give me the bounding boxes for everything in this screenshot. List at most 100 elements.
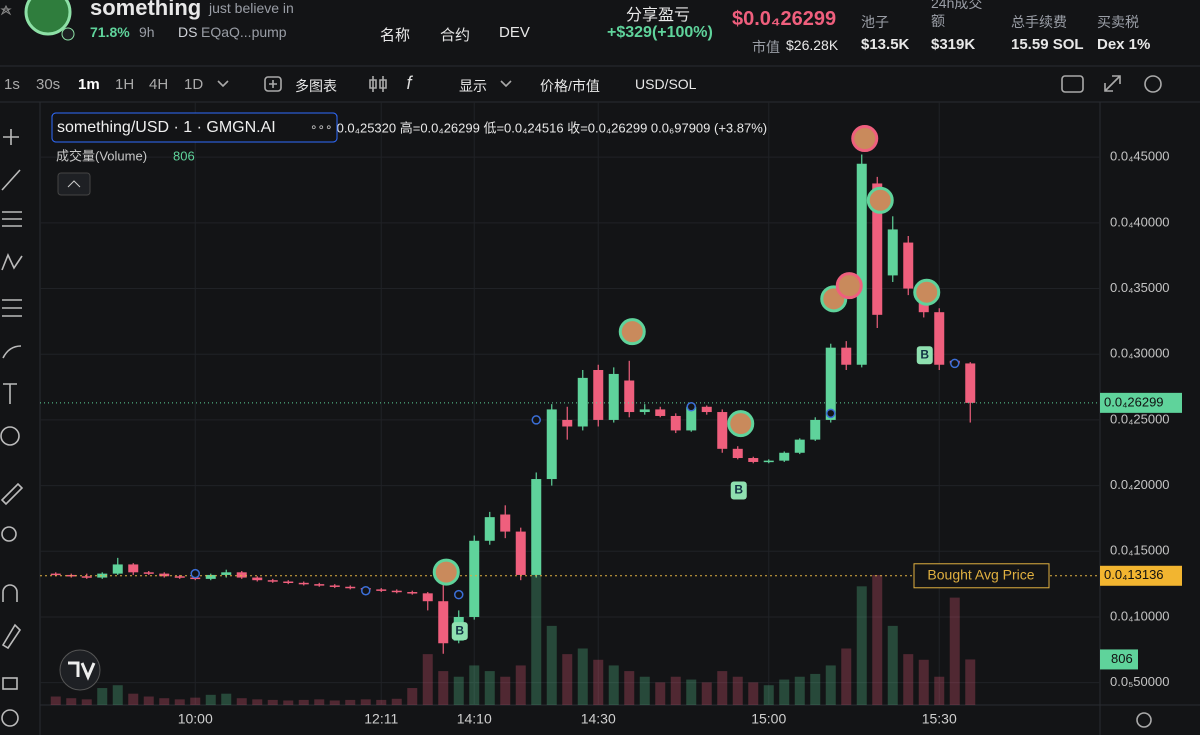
volume-bar [267, 699, 278, 705]
volume-bar [918, 659, 929, 705]
candle-body [872, 183, 883, 315]
text-tool[interactable] [3, 383, 17, 404]
y-tick-label: 0.0₄45000 [1110, 149, 1170, 164]
candle-body [965, 363, 976, 403]
more-icon[interactable]: ∘∘∘ [310, 120, 333, 134]
y-tick-label: 0.0₄20000 [1110, 477, 1170, 492]
volume-bar [128, 693, 139, 705]
link-dev[interactable]: DEV [499, 24, 530, 41]
x-tick-label: 15:00 [751, 711, 786, 727]
price-mcap[interactable]: 价格/市值 [540, 78, 600, 94]
volume-bar [190, 697, 201, 705]
volume-bar [50, 696, 61, 705]
candle-body [717, 412, 728, 449]
avatar[interactable] [24, 0, 72, 36]
bought-avg-tag [1100, 565, 1182, 586]
candle-body [841, 347, 852, 365]
settings-icon[interactable] [1144, 75, 1162, 93]
ds-tag[interactable]: DS [178, 24, 198, 40]
candle-body [763, 460, 774, 463]
interval[interactable]: 1D [184, 76, 204, 93]
volume-bar [329, 700, 340, 705]
volume-bar [546, 625, 557, 705]
trade-marker[interactable] [851, 125, 879, 153]
event-dot [950, 358, 960, 369]
interval[interactable]: 4H [149, 76, 169, 93]
projection-tool[interactable] [2, 299, 22, 317]
display[interactable]: 显示 [459, 78, 487, 94]
candle-body [112, 564, 123, 574]
x-tick-label: 14:30 [581, 711, 616, 727]
mcap-label: 市值 [752, 39, 780, 55]
volume-bar [298, 699, 309, 705]
address[interactable]: EQaQ...pump [201, 24, 287, 40]
trade-marker[interactable] [618, 318, 646, 346]
fullscreen-icon[interactable] [1104, 75, 1121, 92]
volume-bar [252, 699, 263, 705]
currency[interactable]: USD/SOL [635, 76, 697, 92]
candle-body [205, 574, 216, 579]
buy-marker[interactable] [730, 481, 747, 500]
tradingview-logo[interactable] [59, 649, 101, 691]
crosshair-tool[interactable] [3, 129, 19, 145]
link-contract[interactable]: 合约 [440, 27, 471, 44]
volume-bar [453, 676, 464, 705]
candle-body [252, 577, 263, 581]
snapshot-icon[interactable] [1061, 75, 1084, 93]
x-tick-label: 12:11 [364, 711, 398, 727]
share-pnl[interactable]: 分享盈亏 [626, 7, 691, 24]
volume-bar [825, 665, 836, 705]
trade-marker[interactable] [866, 186, 894, 214]
eye-tool[interactable] [1, 709, 19, 727]
volume-bar [841, 648, 852, 705]
symbol-box[interactable] [51, 112, 338, 143]
collapse-button[interactable] [57, 172, 91, 196]
ruler-tool[interactable] [0, 482, 24, 506]
volume-bar [97, 688, 108, 705]
axis-settings-icon[interactable] [1136, 712, 1152, 728]
indicator-icon[interactable]: f [406, 73, 413, 93]
lock-tool[interactable] [2, 677, 18, 690]
volume-label: 成交量(Volume) [56, 148, 147, 163]
brush-tool[interactable] [2, 345, 22, 359]
logo-mark [68, 661, 96, 681]
interval-active[interactable]: 1m [78, 76, 100, 93]
volume-bar [856, 586, 867, 705]
multi-chart-icon[interactable] [264, 76, 282, 92]
plus-icon[interactable] [269, 80, 277, 88]
toolbar-icons [217, 75, 1162, 728]
link-name[interactable]: 名称 [380, 27, 411, 44]
buy-marker[interactable] [451, 622, 468, 641]
pattern-tool[interactable] [1, 252, 23, 271]
magnet-tool[interactable] [2, 584, 18, 602]
pencil-tool[interactable] [1, 623, 22, 650]
plot: 10:00 12:11 14:10 14:30 15:00 15:30 0.0₄45000 0… [40, 102, 1182, 727]
interval[interactable]: 30s [36, 76, 61, 93]
volume-bar [236, 698, 247, 705]
volume-bar [376, 699, 387, 705]
interval[interactable]: 1s [4, 76, 20, 93]
buy-marker[interactable] [916, 346, 933, 365]
dropdown-icon[interactable] [217, 80, 512, 88]
trade-marker[interactable] [432, 558, 460, 586]
trade-marker[interactable] [913, 278, 941, 306]
trade-marker[interactable] [727, 410, 755, 438]
multi-chart[interactable]: 多图表 [295, 78, 337, 94]
buy-marker-label: B [734, 483, 743, 497]
volume-bar [763, 685, 774, 705]
volume-bar [360, 699, 371, 705]
line-tool[interactable] [1, 169, 21, 191]
trade-marker[interactable] [835, 272, 863, 300]
volume-bar [112, 685, 123, 705]
star-icon[interactable] [0, 4, 12, 16]
fib-tool[interactable] [2, 211, 22, 227]
candle-type-icon[interactable] [369, 76, 387, 92]
x-tick-label: 15:30 [922, 711, 957, 727]
y-tick-label: 0.0₅50000 [1110, 674, 1169, 689]
candle-body [314, 584, 325, 586]
buy-marker-label: B [455, 623, 464, 637]
holders-pct: 71.8% [90, 24, 130, 40]
zoom-tool[interactable] [1, 526, 17, 542]
interval[interactable]: 1H [115, 76, 135, 93]
emoji-tool[interactable] [0, 426, 20, 446]
